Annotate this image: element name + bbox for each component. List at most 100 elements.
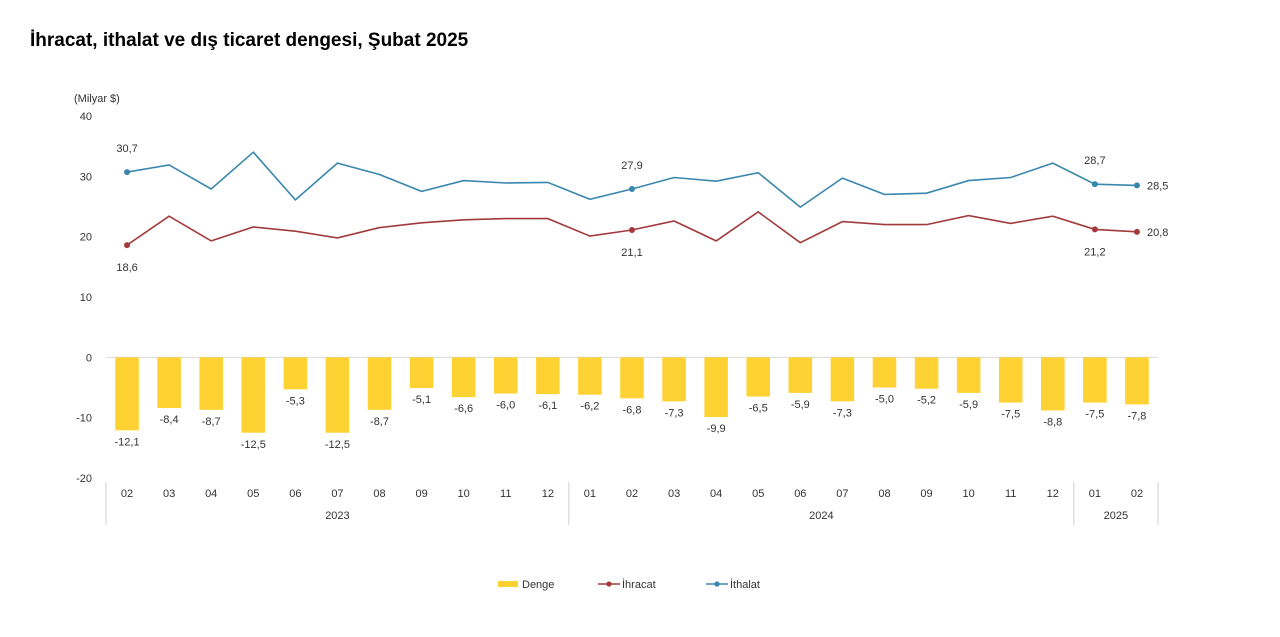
denge-bar bbox=[115, 357, 139, 431]
legend-label-denge: Denge bbox=[522, 579, 554, 591]
x-tick-label: 10 bbox=[963, 488, 975, 500]
x-tick-label: 08 bbox=[878, 488, 890, 500]
denge-bar-label: -5,0 bbox=[875, 394, 894, 406]
denge-bar bbox=[199, 357, 223, 410]
denge-bar bbox=[830, 357, 855, 402]
denge-bar-label: -6,6 bbox=[454, 403, 473, 415]
x-tick-label: 05 bbox=[752, 488, 764, 500]
x-tick-label: 11 bbox=[1005, 488, 1016, 500]
ihracat-data-label: 21,1 bbox=[621, 247, 642, 259]
denge-bar-label: -6,5 bbox=[749, 403, 768, 415]
x-tick-label: 12 bbox=[542, 488, 554, 500]
legend-marker-ithalat bbox=[714, 581, 720, 587]
denge-bar bbox=[409, 357, 434, 389]
axes-group: (Milyar $) 40 30 20 10 0 -10 -20 02 03 04 05 06 07 08 0… bbox=[74, 93, 1159, 525]
y-axis-title: (Milyar $) bbox=[74, 93, 120, 105]
ihracat-data-label: 18,6 bbox=[116, 262, 137, 274]
denge-bar bbox=[578, 357, 602, 395]
denge-bars-group bbox=[115, 357, 1149, 433]
denge-bar bbox=[325, 357, 350, 433]
denge-bar-label: -12,5 bbox=[325, 439, 350, 451]
denge-bar-label: -7,5 bbox=[1085, 409, 1104, 421]
denge-bar-label: -7,3 bbox=[833, 407, 852, 419]
legend-label-ithalat: İthalat bbox=[730, 578, 760, 591]
x-tick-label: 09 bbox=[415, 488, 427, 500]
denge-bar-label: -7,3 bbox=[665, 407, 684, 419]
x-tick-label: 02 bbox=[626, 488, 638, 500]
denge-bar bbox=[956, 357, 981, 393]
denge-bar bbox=[451, 357, 476, 398]
denge-bar-label: -12,5 bbox=[241, 439, 266, 451]
y-tick-label: 10 bbox=[80, 292, 92, 304]
denge-bar-label: -6,1 bbox=[538, 400, 557, 412]
x-tick-label: 01 bbox=[1089, 488, 1101, 500]
y-tick-label: 40 bbox=[80, 111, 92, 123]
ihracat-marker bbox=[629, 227, 635, 234]
y-tick-label: 0 bbox=[86, 352, 92, 364]
denge-bar-label: -9,9 bbox=[707, 423, 726, 435]
denge-bar-label: -6,0 bbox=[496, 400, 515, 412]
denge-bar-label: -8,4 bbox=[160, 414, 179, 426]
denge-bar bbox=[914, 357, 939, 389]
ithalat-marker bbox=[1091, 181, 1098, 188]
denge-bar-label: -5,1 bbox=[412, 394, 431, 406]
denge-bar bbox=[367, 357, 392, 410]
ithalat-marker bbox=[124, 169, 131, 176]
denge-bar-label: -5,2 bbox=[917, 395, 936, 407]
x-tick-label: 07 bbox=[836, 488, 848, 500]
y-tick-label: -10 bbox=[76, 413, 92, 425]
x-tick-label: 02 bbox=[121, 488, 133, 500]
denge-bar bbox=[1083, 357, 1107, 403]
denge-bar bbox=[872, 357, 897, 388]
ithalat-data-label: 28,5 bbox=[1147, 180, 1168, 192]
x-tick-label: 07 bbox=[331, 488, 343, 500]
x-tick-label: 04 bbox=[205, 488, 217, 500]
x-tick-label: 11 bbox=[500, 488, 511, 500]
x-tick-label: 02 bbox=[1131, 488, 1143, 500]
x-tick-label: 06 bbox=[794, 488, 806, 500]
ihracat-data-label: 21,2 bbox=[1084, 246, 1105, 258]
denge-bar-label: -12,1 bbox=[115, 436, 140, 448]
legend-group: Denge İhracat İthalat bbox=[498, 578, 760, 591]
y-tick-label: 20 bbox=[80, 232, 92, 244]
x-tick-label: 12 bbox=[1047, 488, 1059, 500]
denge-bar bbox=[998, 357, 1023, 403]
denge-bar bbox=[157, 357, 181, 409]
x-tick-label: 06 bbox=[289, 488, 301, 500]
ithalat-marker bbox=[629, 186, 635, 193]
ihracat-marker bbox=[1133, 228, 1140, 235]
y-tick-label: 30 bbox=[80, 171, 92, 183]
denge-bar-label: -6,2 bbox=[580, 401, 599, 413]
year-label: 2024 bbox=[809, 510, 833, 522]
x-tick-label: 10 bbox=[458, 488, 470, 500]
x-tick-label: 09 bbox=[920, 488, 932, 500]
ihracat-data-label: 20,8 bbox=[1147, 227, 1168, 239]
data-labels-group: -12,1 -8,4 -8,7 -12,5 -5,3 -12,5 -8,7 -5,1 -6,6 -… bbox=[115, 143, 1169, 451]
ithalat-marker bbox=[1133, 182, 1140, 189]
x-tick-label: 04 bbox=[710, 488, 722, 500]
ithalat-data-label: 27,9 bbox=[621, 160, 642, 172]
denge-bar bbox=[1041, 357, 1065, 411]
x-tick-label: 08 bbox=[373, 488, 385, 500]
denge-bar-label: -6,8 bbox=[623, 404, 642, 416]
denge-bar-label: -7,8 bbox=[1127, 410, 1146, 422]
denge-bar bbox=[493, 357, 518, 394]
denge-bar-label: -8,7 bbox=[370, 416, 389, 428]
legend-swatch-denge bbox=[498, 581, 518, 587]
ihracat-marker bbox=[1091, 226, 1098, 233]
denge-bar bbox=[662, 357, 686, 402]
denge-bar-label: -8,8 bbox=[1043, 416, 1062, 428]
year-label: 2023 bbox=[325, 510, 349, 522]
denge-bar-label: -8,7 bbox=[202, 416, 221, 428]
denge-bar bbox=[620, 357, 644, 399]
year-label: 2025 bbox=[1104, 510, 1128, 522]
denge-bar-label: -5,9 bbox=[959, 399, 978, 411]
denge-bar-label: -5,3 bbox=[286, 395, 305, 407]
denge-bar bbox=[536, 357, 560, 395]
legend-marker-ihracat bbox=[606, 581, 612, 587]
ithalat-data-label: 28,7 bbox=[1084, 155, 1105, 167]
x-tick-label: 01 bbox=[584, 488, 596, 500]
denge-bar bbox=[1125, 357, 1149, 405]
denge-bar bbox=[241, 357, 266, 433]
